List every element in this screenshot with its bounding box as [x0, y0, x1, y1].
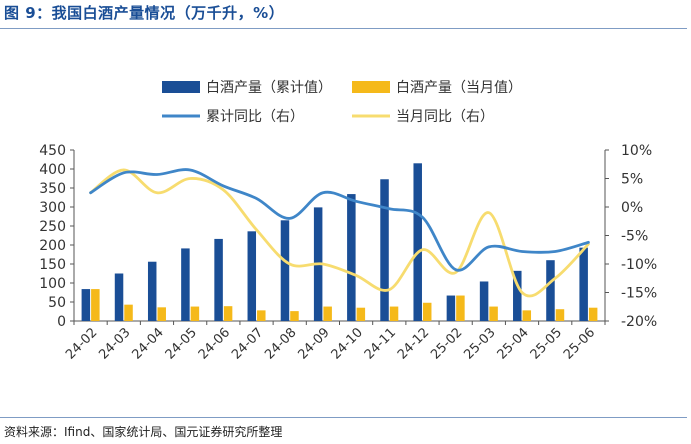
bar-cumulative [513, 270, 522, 321]
bar-cumulative [446, 295, 456, 321]
bar-monthly [91, 289, 100, 321]
x-tick-label: 24-02 [63, 325, 100, 362]
line-monthly-yoy [89, 168, 590, 298]
bar-monthly [290, 311, 299, 321]
legend-label: 当月同比（右） [396, 109, 494, 125]
bar-monthly [522, 310, 532, 321]
bar-cumulative [479, 281, 489, 321]
legend-label: 白酒产量（累计值） [206, 80, 332, 96]
x-tick-label: 24-03 [96, 325, 133, 362]
bar-cumulative [181, 248, 190, 321]
bar-monthly [356, 307, 366, 321]
bar-cumulative [147, 261, 157, 321]
bar-monthly [489, 306, 498, 321]
y-right-tick-label: 0% [621, 200, 643, 216]
bar-monthly [456, 295, 465, 321]
source-rule [0, 417, 687, 418]
bar-cumulative [546, 260, 555, 321]
y-right-tick-label: -15% [621, 286, 657, 302]
y-left-tick-label: 100 [39, 276, 66, 292]
y-left-tick-label: 50 [48, 295, 66, 311]
legend-label: 白酒产量（当月值） [396, 80, 522, 96]
y-left-tick-label: 0 [57, 314, 66, 330]
x-tick-label: 24-08 [262, 325, 299, 362]
bar-monthly [389, 306, 399, 321]
title-rule [0, 28, 687, 29]
line-cumulative-yoy [89, 168, 590, 272]
y-right-tick-label: -5% [621, 229, 648, 245]
bar-cumulative [280, 220, 290, 321]
y-left-tick-label: 350 [39, 181, 66, 197]
bar-monthly [157, 307, 166, 321]
bar-cumulative [81, 289, 91, 321]
bar-cumulative [380, 179, 389, 321]
y-right-tick-label: 5% [621, 172, 643, 188]
bar-monthly [223, 306, 233, 321]
bar-cumulative [413, 163, 422, 321]
y-left-tick-label: 250 [39, 219, 66, 235]
legend-swatch [162, 81, 200, 93]
y-right-tick-label: -20% [621, 314, 657, 330]
y-left-tick-label: 150 [39, 257, 66, 273]
x-tick-label: 24-07 [229, 325, 266, 362]
x-tick-label: 24-12 [395, 325, 432, 362]
legend-label: 累计同比（右） [206, 109, 304, 125]
bar-monthly [555, 309, 565, 321]
bar-monthly [323, 306, 332, 321]
legend-swatch [352, 81, 390, 93]
y-left-tick-label: 400 [39, 162, 66, 178]
x-tick-label: 24-05 [163, 325, 200, 362]
bar-cumulative [247, 231, 257, 321]
y-left-tick-label: 300 [39, 200, 66, 216]
x-tick-label: 25-03 [461, 325, 498, 362]
bar-monthly [190, 306, 200, 321]
x-tick-label: 24-04 [129, 325, 166, 362]
x-tick-label: 25-05 [528, 325, 565, 362]
y-left-tick-label: 200 [39, 238, 66, 254]
x-tick-label: 25-04 [495, 325, 532, 362]
y-right-tick-label: -10% [621, 257, 657, 273]
bar-monthly [124, 304, 133, 321]
bar-monthly [257, 310, 266, 321]
x-tick-label: 25-02 [428, 325, 465, 362]
bar-monthly [422, 302, 432, 321]
y-right-tick-label: 10% [621, 143, 652, 159]
source-note: 资料来源：Ifind、国家统计局、国元证券研究所整理 [4, 425, 283, 439]
x-tick-label: 25-06 [561, 325, 598, 362]
figure-title: 图 9：我国白酒产量情况（万千升，%） [4, 4, 285, 22]
y-left-tick-label: 450 [39, 143, 66, 159]
x-tick-label: 24-10 [329, 325, 366, 362]
bar-monthly [588, 307, 598, 321]
bar-cumulative [114, 273, 124, 321]
bar-cumulative [347, 194, 356, 321]
x-tick-label: 24-06 [196, 325, 233, 362]
x-tick-label: 24-11 [362, 325, 399, 362]
bar-cumulative [214, 238, 223, 321]
bar-cumulative [579, 247, 588, 321]
x-tick-label: 24-09 [295, 325, 332, 362]
